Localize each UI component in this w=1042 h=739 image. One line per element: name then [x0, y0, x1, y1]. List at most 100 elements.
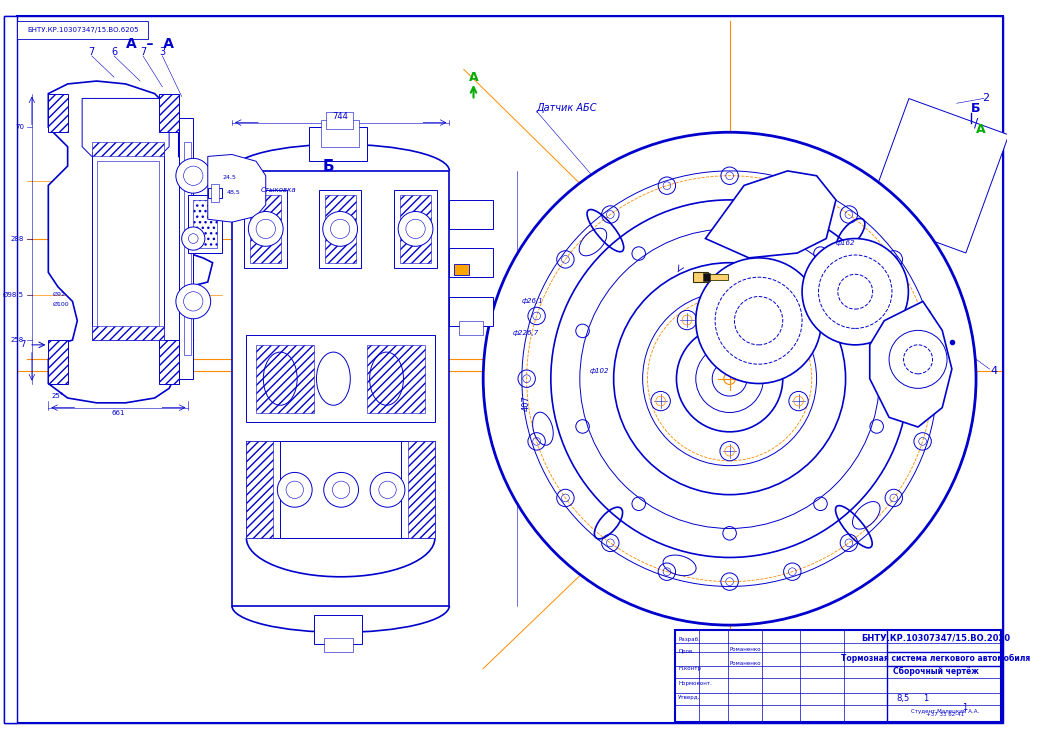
Text: Тормозная система легкового автомобиля: Тормозная система легкового автомобиля: [841, 655, 1031, 664]
Text: 6: 6: [110, 47, 117, 57]
Text: 258: 258: [10, 337, 24, 343]
Circle shape: [323, 211, 357, 246]
Bar: [394, 190, 437, 268]
Bar: [246, 336, 435, 422]
Circle shape: [176, 158, 210, 193]
Circle shape: [398, 211, 432, 246]
Polygon shape: [705, 171, 836, 258]
Bar: [245, 190, 287, 268]
Bar: [92, 151, 165, 340]
Bar: [407, 441, 435, 538]
Text: Ø92: Ø92: [53, 292, 66, 297]
Text: Ø100: Ø100: [53, 302, 70, 307]
Text: 744: 744: [332, 112, 348, 121]
Text: ф162: ф162: [836, 240, 855, 246]
Bar: [460, 321, 483, 336]
Text: 661: 661: [111, 410, 125, 417]
Text: Датчик АБС: Датчик АБС: [537, 103, 597, 113]
Text: Б: Б: [323, 159, 334, 174]
Text: 407: 407: [522, 395, 530, 411]
Polygon shape: [207, 154, 266, 222]
Circle shape: [277, 472, 313, 507]
Bar: [48, 340, 68, 384]
Text: Пров.: Пров.: [678, 649, 694, 654]
Text: /: /: [974, 116, 978, 129]
Bar: [400, 195, 431, 263]
Text: 7: 7: [89, 47, 95, 57]
Text: БНТУ.КР.10307347/15.ВО.6205: БНТУ.КР.10307347/15.ВО.6205: [27, 27, 139, 33]
Bar: [326, 112, 353, 129]
Text: А: А: [469, 71, 478, 84]
Text: ф26,1: ф26,1: [522, 299, 544, 304]
Polygon shape: [82, 98, 169, 157]
Bar: [449, 200, 493, 229]
Bar: [189, 195, 222, 253]
Bar: [246, 441, 273, 538]
Text: 8,5: 8,5: [896, 694, 910, 703]
Text: +37 33 62-41: +37 33 62-41: [926, 712, 964, 718]
Circle shape: [802, 239, 909, 345]
Text: Н.контр: Н.контр: [678, 666, 701, 670]
Text: 7: 7: [140, 47, 146, 57]
Bar: [159, 94, 179, 132]
Bar: [48, 94, 68, 132]
Bar: [709, 274, 727, 280]
Text: Нормоконт.: Нормоконт.: [678, 681, 713, 686]
Polygon shape: [48, 81, 251, 403]
Polygon shape: [866, 98, 1009, 253]
Text: Стыковка: Стыковка: [260, 187, 297, 193]
Bar: [449, 296, 493, 326]
Bar: [309, 127, 367, 161]
Text: 2: 2: [983, 93, 989, 103]
Text: Б: Б: [971, 101, 981, 115]
Bar: [183, 142, 192, 355]
Circle shape: [181, 227, 205, 251]
Bar: [314, 616, 363, 644]
Text: 4: 4: [991, 366, 997, 376]
Bar: [449, 248, 493, 277]
Text: Утверд.: Утверд.: [678, 695, 701, 700]
Circle shape: [696, 258, 821, 384]
Text: 25°: 25°: [52, 393, 65, 399]
Bar: [367, 345, 425, 412]
Bar: [674, 630, 1001, 722]
Bar: [232, 171, 449, 606]
Text: 1: 1: [923, 694, 928, 703]
Circle shape: [483, 132, 976, 625]
Bar: [324, 638, 353, 652]
Polygon shape: [870, 302, 952, 427]
Text: БНТУ.КР.10307347/15.ВО.2020: БНТУ.КР.10307347/15.ВО.2020: [861, 633, 1010, 642]
Text: ф226,7: ф226,7: [513, 330, 539, 336]
Text: Романенко: Романенко: [729, 647, 761, 652]
Text: 24,5: 24,5: [222, 175, 237, 180]
Text: Сборочный чертёж: Сборочный чертёж: [893, 667, 978, 676]
Bar: [280, 441, 401, 538]
Bar: [693, 273, 709, 282]
Bar: [4, 16, 18, 723]
Text: 7: 7: [21, 341, 26, 350]
Bar: [92, 326, 165, 340]
Bar: [97, 161, 159, 330]
Text: 3: 3: [159, 47, 166, 57]
Text: 1: 1: [962, 703, 967, 712]
Bar: [325, 195, 355, 263]
Bar: [256, 345, 314, 412]
Text: ф102: ф102: [590, 368, 609, 374]
Bar: [18, 21, 148, 38]
Circle shape: [324, 472, 358, 507]
Text: 70: 70: [16, 124, 24, 130]
Circle shape: [176, 284, 210, 319]
Text: Студент Малецкий А.А.: Студент Малецкий А.А.: [911, 709, 979, 714]
Bar: [207, 188, 222, 198]
Bar: [92, 142, 165, 157]
Text: Разраб.: Разраб.: [678, 636, 700, 641]
Text: 1 *Размеры для справок: 1 *Размеры для справок: [711, 681, 818, 690]
Bar: [159, 340, 179, 384]
Bar: [454, 264, 469, 276]
Bar: [246, 441, 435, 538]
Text: Ø98,5: Ø98,5: [3, 292, 24, 298]
Text: 288: 288: [10, 236, 24, 242]
Bar: [319, 190, 362, 268]
Bar: [210, 185, 220, 202]
Bar: [193, 200, 218, 248]
